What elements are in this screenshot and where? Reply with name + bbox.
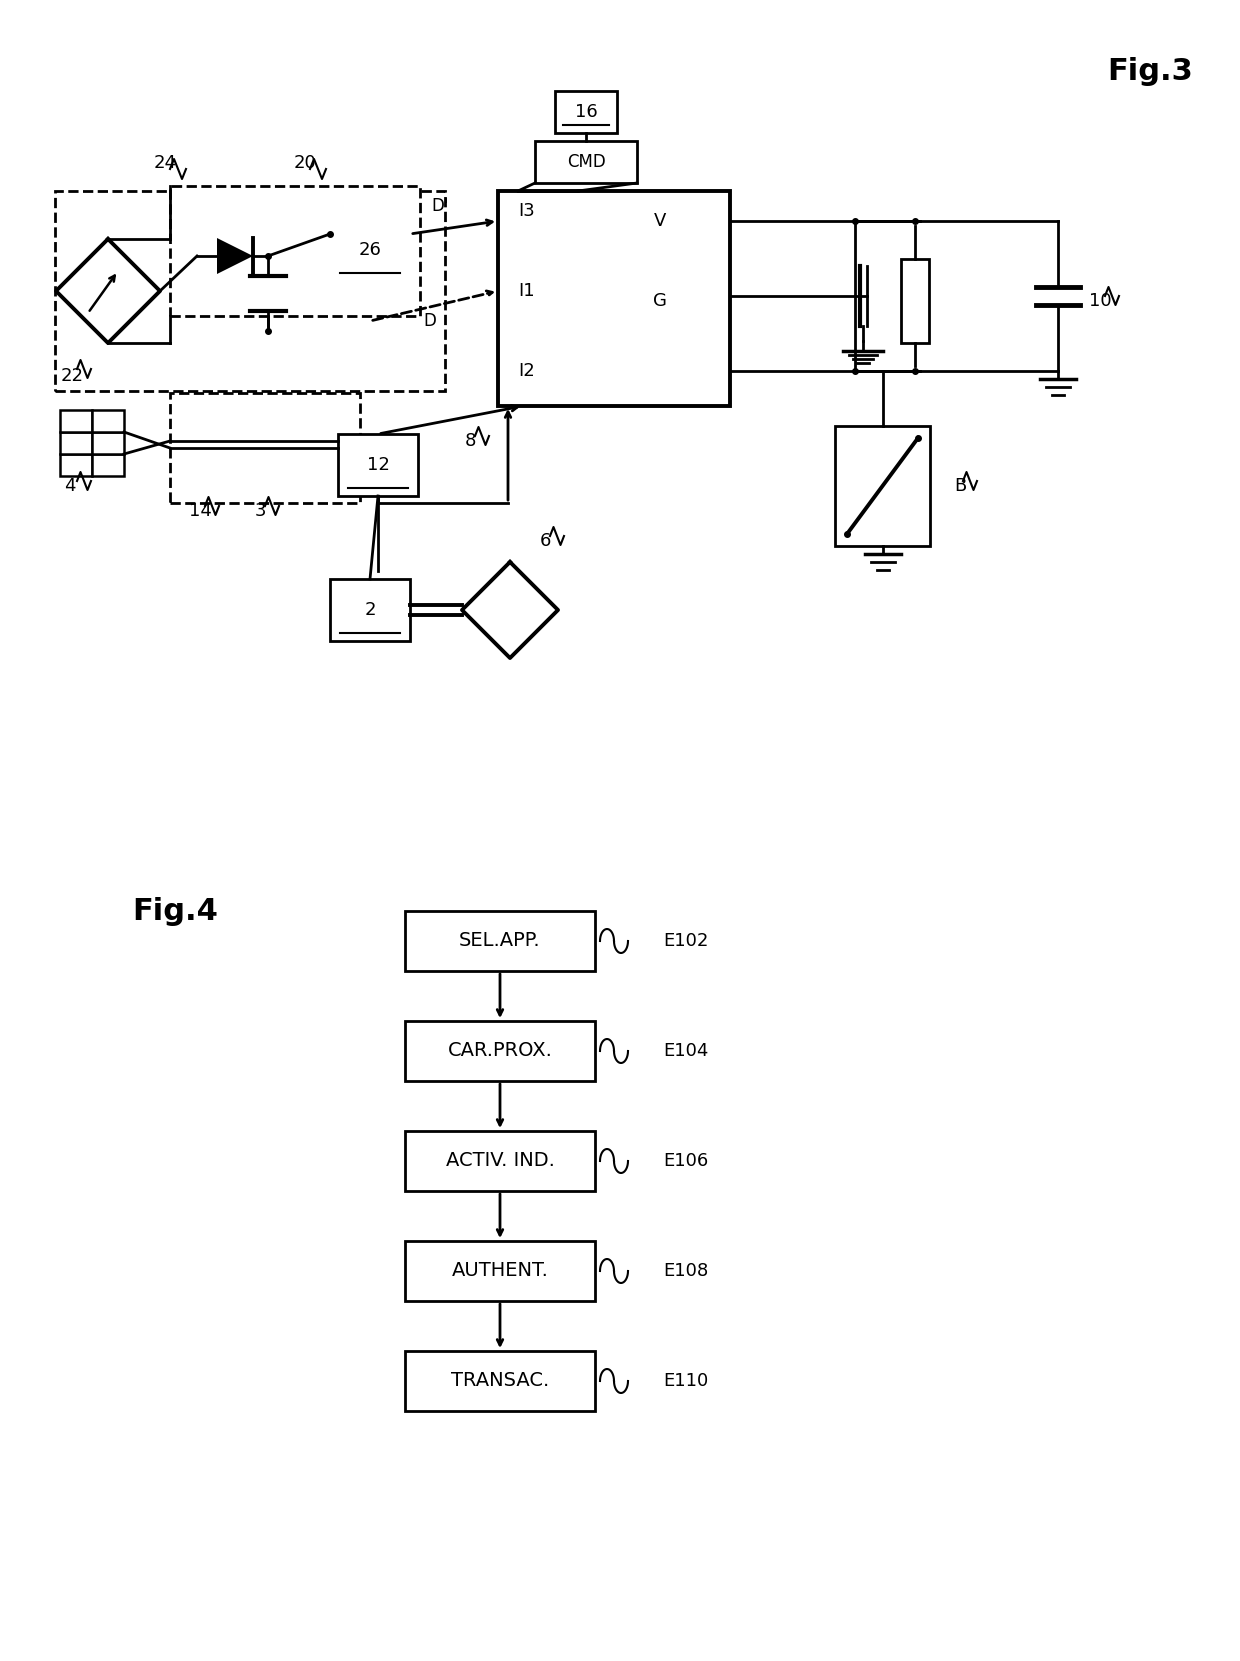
Text: B: B: [954, 477, 966, 495]
Text: CMD: CMD: [567, 153, 605, 171]
Text: 12: 12: [367, 457, 389, 473]
Polygon shape: [405, 910, 595, 972]
Text: E104: E104: [663, 1041, 708, 1060]
Text: TRANSAC.: TRANSAC.: [451, 1372, 549, 1390]
Text: 10: 10: [1089, 292, 1111, 311]
Text: I2: I2: [518, 362, 534, 380]
Polygon shape: [835, 425, 930, 546]
Polygon shape: [60, 432, 92, 453]
Text: CAR.PROX.: CAR.PROX.: [448, 1041, 553, 1060]
Polygon shape: [405, 1022, 595, 1081]
Text: 26: 26: [358, 241, 382, 259]
Text: E108: E108: [663, 1262, 708, 1281]
Polygon shape: [170, 394, 360, 503]
Text: 16: 16: [574, 103, 598, 121]
Polygon shape: [498, 191, 730, 405]
Text: 6: 6: [539, 532, 551, 550]
Polygon shape: [170, 186, 420, 316]
Polygon shape: [339, 434, 418, 497]
Text: 20: 20: [294, 154, 316, 173]
Text: 22: 22: [61, 367, 83, 385]
Text: D: D: [424, 312, 436, 331]
Polygon shape: [92, 410, 124, 432]
Text: E106: E106: [663, 1153, 708, 1169]
Polygon shape: [92, 432, 124, 453]
Text: 4: 4: [64, 477, 76, 495]
Polygon shape: [330, 219, 410, 281]
Text: 8: 8: [464, 432, 476, 450]
Polygon shape: [405, 1131, 595, 1191]
Polygon shape: [405, 1350, 595, 1410]
Polygon shape: [556, 91, 618, 133]
Polygon shape: [217, 238, 253, 274]
Text: G: G: [653, 292, 667, 311]
Polygon shape: [405, 1241, 595, 1301]
Text: 2: 2: [365, 601, 376, 620]
Text: E110: E110: [663, 1372, 708, 1390]
Text: 14: 14: [188, 502, 212, 520]
Polygon shape: [60, 453, 92, 477]
Polygon shape: [92, 453, 124, 477]
Text: Fig.4: Fig.4: [133, 897, 218, 925]
Polygon shape: [901, 259, 929, 344]
Polygon shape: [55, 191, 445, 390]
Text: I3: I3: [518, 203, 534, 219]
Text: V: V: [653, 213, 666, 229]
Text: 3: 3: [254, 502, 265, 520]
Text: Fig.3: Fig.3: [1107, 56, 1193, 85]
Text: I1: I1: [518, 282, 534, 301]
Text: 24: 24: [154, 154, 176, 173]
Polygon shape: [60, 410, 92, 432]
Text: E102: E102: [663, 932, 708, 950]
Text: AUTHENT.: AUTHENT.: [451, 1261, 548, 1281]
Polygon shape: [330, 580, 410, 641]
Text: D': D': [432, 198, 449, 214]
Text: SEL.APP.: SEL.APP.: [459, 932, 541, 950]
Polygon shape: [534, 141, 637, 183]
Text: ACTIV. IND.: ACTIV. IND.: [445, 1151, 554, 1171]
